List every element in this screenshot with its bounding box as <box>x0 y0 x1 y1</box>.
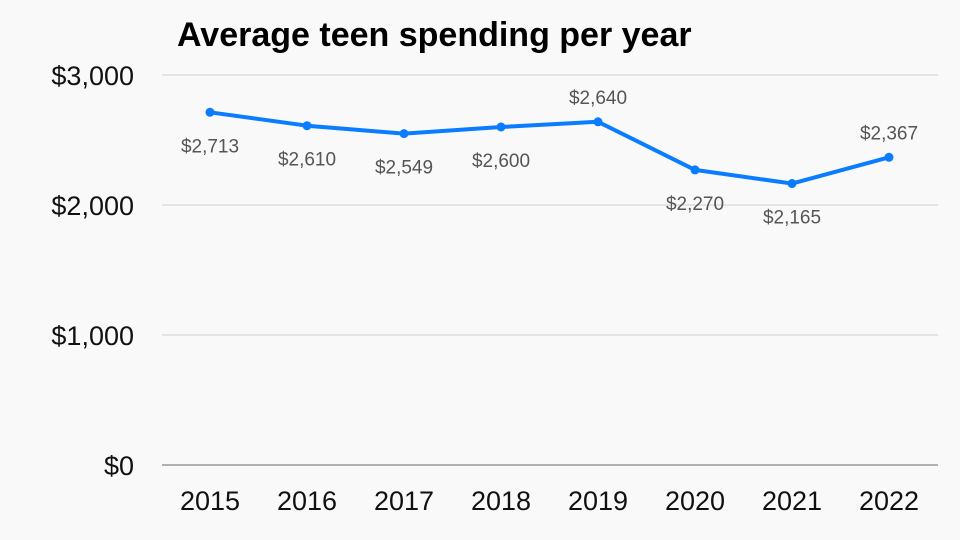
data-point <box>787 179 797 189</box>
x-tick-label: 2021 <box>762 486 822 516</box>
data-point <box>302 121 312 131</box>
data-point <box>496 122 506 132</box>
data-label: $2,165 <box>763 208 821 229</box>
data-label: $2,610 <box>278 150 336 171</box>
data-label: $2,600 <box>472 151 530 172</box>
y-tick-label: $3,000 <box>51 61 134 91</box>
data-label: $2,640 <box>569 88 627 109</box>
data-point <box>205 107 215 117</box>
y-tick-label: $1,000 <box>51 321 134 351</box>
data-label: $2,367 <box>860 123 918 144</box>
x-tick-label: 2022 <box>859 486 919 516</box>
x-tick-label: 2018 <box>471 486 531 516</box>
data-point <box>593 117 603 127</box>
x-tick-label: 2017 <box>374 486 434 516</box>
x-tick-label: 2020 <box>665 486 725 516</box>
x-tick-label: 2019 <box>568 486 628 516</box>
x-tick-label: 2016 <box>277 486 337 516</box>
data-point <box>884 152 894 162</box>
series-line <box>209 110 890 186</box>
y-tick-label: $2,000 <box>51 191 134 221</box>
data-point <box>690 165 700 175</box>
data-point <box>399 129 409 139</box>
y-tick-label: $0 <box>104 451 134 481</box>
data-label: $2,549 <box>375 158 433 179</box>
x-tick-label: 2015 <box>180 486 240 516</box>
chart-title: Average teen spending per year <box>177 16 692 54</box>
data-label: $2,270 <box>666 194 724 215</box>
data-label: $2,713 <box>181 136 239 157</box>
